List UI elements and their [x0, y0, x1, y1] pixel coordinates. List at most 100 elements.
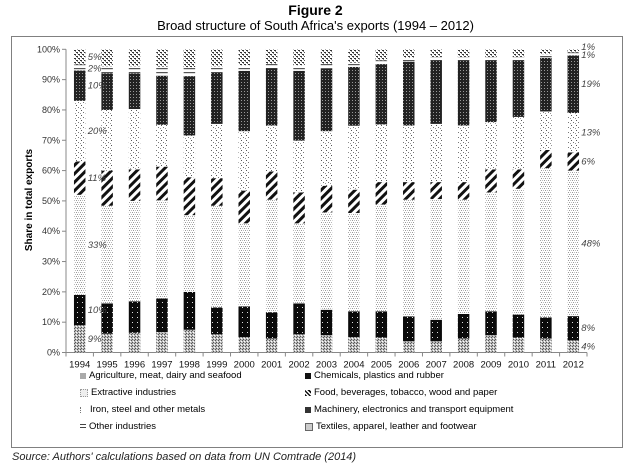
- data-label-2012: 19%: [581, 79, 601, 90]
- data-label-2012: 6%: [581, 156, 595, 167]
- bar-stack-1996: [128, 49, 141, 353]
- x-tick-label: 2011: [536, 360, 556, 371]
- y-tick-label: 90%: [42, 75, 60, 85]
- x-tick-label: 1999: [206, 360, 227, 371]
- bar-segment-dark-check-2002: [293, 70, 305, 141]
- bar-segment-mottled-2002: [293, 49, 305, 66]
- bar-segment-dense-check-1998: [183, 329, 196, 353]
- bar-stack-2011: [540, 49, 552, 353]
- legend-item-agriculture: Agriculture, meat, dairy and seafood: [80, 370, 242, 381]
- bar-segment-black-dots-1997: [156, 298, 168, 333]
- data-labels: 9% 10% 33% 11% 20% 10% 2%5% 4% 8% 48% 6% 13% 19% 1%1%: [87, 42, 601, 353]
- bar-segment-dense-check-2006: [403, 341, 415, 353]
- data-label-1994: 10%: [88, 81, 108, 92]
- bar-stack-2008: [457, 49, 470, 353]
- bar-segment-light-dots-2008: [457, 199, 470, 314]
- bar-stack-2002: [293, 49, 305, 353]
- bar-segment-black-dots-2012: [567, 316, 580, 341]
- data-label-1994: 10%: [88, 305, 108, 316]
- bar-segment-horizontal-lines-2003: [320, 63, 333, 69]
- bar-segment-sparse-dots-2012: [567, 112, 580, 153]
- data-label-1994: 20%: [87, 126, 108, 137]
- y-axis-title: Share in total exports: [24, 148, 35, 251]
- bar-segment-dense-check-1997: [156, 332, 168, 353]
- bar-segment-sparse-dots-1994: [73, 100, 86, 162]
- bar-segment-light-dots-1995: [101, 205, 113, 304]
- bar-segment-horizontal-lines-2009: [485, 56, 497, 61]
- bar-segment-horizontal-lines-2011: [540, 54, 552, 58]
- figure-label: Figure 2: [288, 2, 343, 18]
- bar-segment-dense-check-2001: [265, 338, 278, 353]
- bar-stack-2006: [403, 49, 415, 353]
- bar-segment-dense-check-2002: [293, 334, 305, 353]
- x-tick-label: 2009: [480, 360, 501, 371]
- bar-segment-mottled-2006: [403, 49, 415, 58]
- x-tick-label: 2010: [508, 360, 529, 371]
- bar-segment-dense-check-1999: [211, 334, 223, 353]
- bar-segment-horizontal-lines-2010: [512, 56, 525, 61]
- bar-stack-2000: [238, 49, 250, 353]
- bar-segment-diagonal-stripes-2002: [293, 192, 305, 224]
- data-label-1994: 5%: [88, 52, 102, 63]
- bar-segment-black-dots-2006: [403, 316, 415, 342]
- bar-segment-light-dots-2006: [403, 199, 415, 317]
- bar-segment-diagonal-stripes-2005: [375, 182, 388, 205]
- bar-segment-dark-check-2006: [403, 61, 415, 126]
- legend-swatch: [305, 372, 311, 379]
- data-label-1994: 9%: [88, 334, 102, 345]
- bars: [73, 49, 580, 353]
- bar-stack-1995: [101, 49, 113, 353]
- chart-title: Broad structure of South Africa's export…: [157, 18, 474, 33]
- bar-segment-sparse-dots-2011: [540, 111, 552, 150]
- data-label-2012: 13%: [581, 128, 601, 139]
- bar-segment-horizontal-lines-1996: [128, 66, 141, 74]
- legend-item-other: Other industries: [80, 421, 156, 432]
- bar-segment-light-dots-1998: [183, 215, 196, 292]
- bar-segment-light-dots-2004: [348, 213, 360, 312]
- bar-stack-1998: [183, 49, 196, 353]
- bar-segment-dark-check-2003: [320, 68, 333, 132]
- legend-swatch: [80, 423, 86, 430]
- bar-segment-dense-check-2003: [320, 335, 333, 353]
- bar-segment-diagonal-stripes-2010: [512, 169, 525, 189]
- bar-segment-mottled-1995: [101, 49, 113, 67]
- x-tick-label: 2012: [563, 360, 584, 371]
- bar-segment-dense-check-1995: [101, 333, 113, 353]
- x-tick-label: 2006: [398, 360, 419, 371]
- bar-segment-light-dots-2000: [238, 223, 250, 307]
- legend-swatch: [80, 372, 86, 379]
- bar-segment-mottled-1999: [211, 49, 223, 67]
- bar-segment-horizontal-lines-2001: [265, 63, 278, 69]
- data-label-1994: 2%: [87, 63, 102, 74]
- bar-segment-sparse-dots-2008: [457, 125, 470, 183]
- x-tick-label: 1996: [124, 360, 145, 371]
- bar-segment-dark-check-1995: [101, 73, 113, 110]
- bar-segment-sparse-dots-1998: [183, 135, 196, 178]
- data-label-2012: 1%: [581, 50, 595, 61]
- bar-segment-diagonal-stripes-1995: [101, 170, 113, 206]
- bar-segment-dense-check-2007: [430, 341, 442, 353]
- bar-stack-1994: [73, 49, 86, 353]
- bar-segment-dense-check-2005: [375, 337, 388, 353]
- bar-segment-mottled-2005: [375, 49, 388, 61]
- bar-segment-dense-check-2009: [485, 335, 497, 353]
- bar-segment-dense-check-2010: [512, 337, 525, 353]
- bar-stack-2003: [320, 49, 333, 353]
- bar-segment-black-dots-2007: [430, 319, 442, 342]
- bar-segment-dark-check-1998: [183, 76, 196, 136]
- source-note: Source: Authors' calculations based on d…: [12, 451, 357, 463]
- x-axis: 1994 1995 1996 1997 1998 1999 2000 2001 2002 2003…: [65, 352, 588, 371]
- x-tick-label: 1995: [97, 360, 118, 371]
- bar-segment-horizontal-lines-1995: [101, 66, 113, 74]
- bar-segment-mottled-2000: [238, 49, 250, 66]
- bar-segment-mottled-1996: [128, 49, 141, 67]
- bar-segment-sparse-dots-2007: [430, 123, 442, 183]
- bar-segment-black-dots-1996: [128, 301, 141, 333]
- bar-segment-sparse-dots-2000: [238, 131, 250, 191]
- legend-item-textiles: Textiles, apparel, leather and footwear: [305, 421, 477, 432]
- bar-segment-light-dots-1994: [73, 194, 86, 295]
- bar-segment-mottled-1997: [156, 49, 168, 67]
- bar-segment-dark-check-2008: [457, 60, 470, 126]
- y-tick-label: 80%: [42, 105, 60, 115]
